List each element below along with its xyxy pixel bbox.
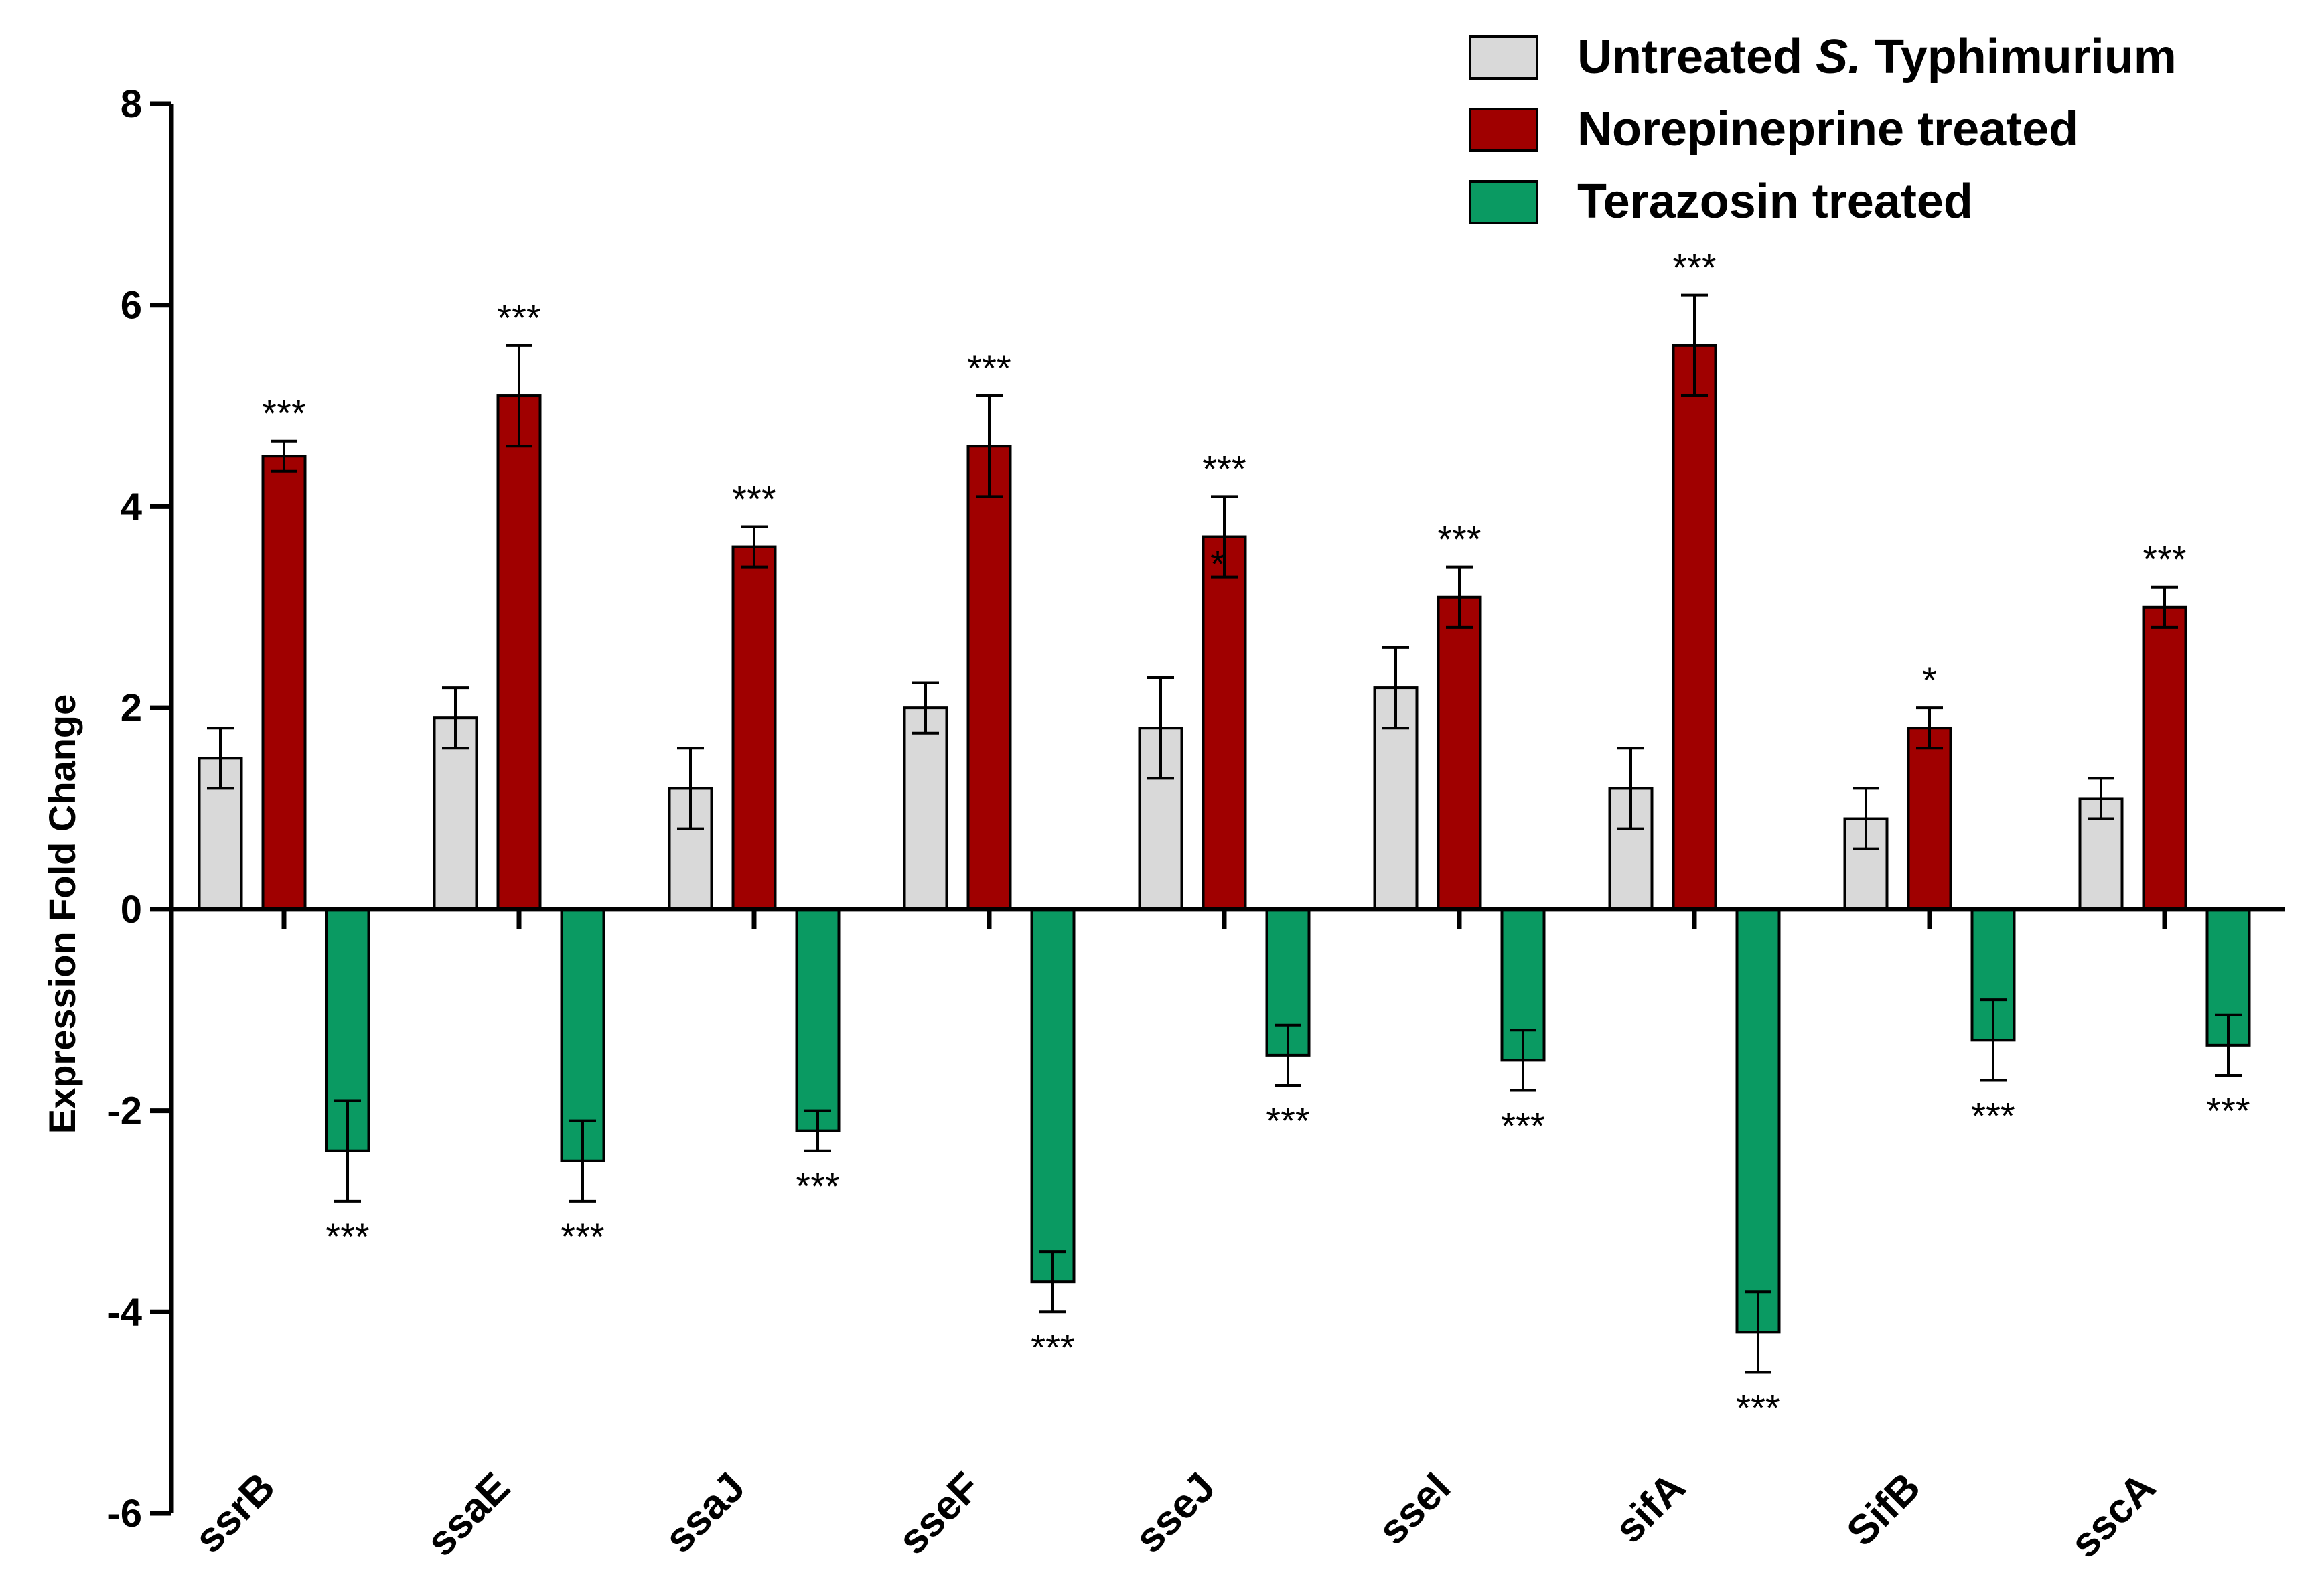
y-tick-label: 2 (121, 686, 142, 730)
significance-label: *** (1736, 1387, 1780, 1429)
bar (1437, 595, 1482, 911)
bar (795, 907, 841, 1132)
legend-label: Norepineprine treated (1577, 102, 2078, 156)
bar (261, 455, 307, 911)
significance-label: *** (796, 1165, 839, 1207)
bar (1735, 907, 1781, 1334)
y-tick-label: -4 (107, 1290, 142, 1334)
bar (1202, 535, 1247, 911)
bar (966, 445, 1012, 911)
significance-label: *** (2206, 1089, 2250, 1132)
bar (731, 545, 777, 911)
y-tick-label: 4 (121, 485, 142, 528)
bar (2142, 605, 2187, 911)
y-tick-label: -6 (107, 1492, 142, 1535)
significance-label: *** (262, 392, 305, 435)
x-tick-label: ssrB (186, 1464, 284, 1562)
significance-label: *** (1971, 1094, 2015, 1136)
legend-swatch (1469, 35, 1538, 80)
annotation-label: * (1210, 543, 1225, 585)
significance-label: * (1922, 659, 1937, 701)
y-tick-label: 0 (121, 888, 142, 931)
x-tick-label: sseJ (1127, 1464, 1224, 1562)
significance-label: *** (732, 478, 776, 520)
significance-label: *** (1031, 1326, 1074, 1368)
significance-label: *** (497, 297, 540, 339)
x-tick-label: ssaJ (656, 1464, 754, 1562)
significance-labels: ****************************************… (262, 246, 2250, 1429)
significance-label: *** (967, 347, 1011, 389)
x-tick-label: sseI (1370, 1464, 1459, 1554)
x-tick-label: sseF (889, 1464, 989, 1564)
x-tick-label: sscA (2061, 1464, 2165, 1567)
y-axis-label: Expression Fold Change (41, 694, 83, 1134)
x-tick-label: SifB (1838, 1464, 1929, 1555)
bar (1672, 344, 1717, 911)
significance-label: *** (325, 1215, 369, 1258)
error-bars (207, 293, 2242, 1374)
legend-swatch (1469, 180, 1538, 224)
y-axis: -6 -4 -2 0 2 4 6 8 (107, 82, 174, 1535)
bar (1907, 727, 1952, 911)
legend-label: Untreated S. Typhimurium (1577, 30, 2177, 84)
y-tick-label: 6 (121, 284, 142, 327)
significance-label: *** (2143, 538, 2186, 581)
legend: Untreated S. Typhimurium Norepineprine tr… (1469, 30, 2177, 228)
significance-label: *** (1202, 447, 1246, 489)
x-tick-label: ssaE (418, 1464, 519, 1565)
y-tick-label: 8 (121, 82, 142, 126)
significance-label: *** (1501, 1105, 1544, 1147)
significance-label: *** (1672, 246, 1716, 289)
bars (198, 344, 2251, 1334)
significance-label: *** (1437, 518, 1481, 560)
bar (1030, 907, 1076, 1284)
legend-label: Terazosin treated (1577, 175, 1973, 228)
significance-label: *** (561, 1215, 604, 1258)
x-tick-label: sifA (1606, 1464, 1694, 1552)
significance-label: *** (1266, 1100, 1309, 1142)
legend-swatch (1469, 108, 1538, 152)
bar (903, 706, 948, 911)
y-tick-label: -2 (107, 1089, 142, 1133)
bar (496, 394, 542, 911)
x-axis: ssrB ssaE ssaJ sseF sseJ sseI sifA SifB sscA (171, 907, 2285, 1567)
